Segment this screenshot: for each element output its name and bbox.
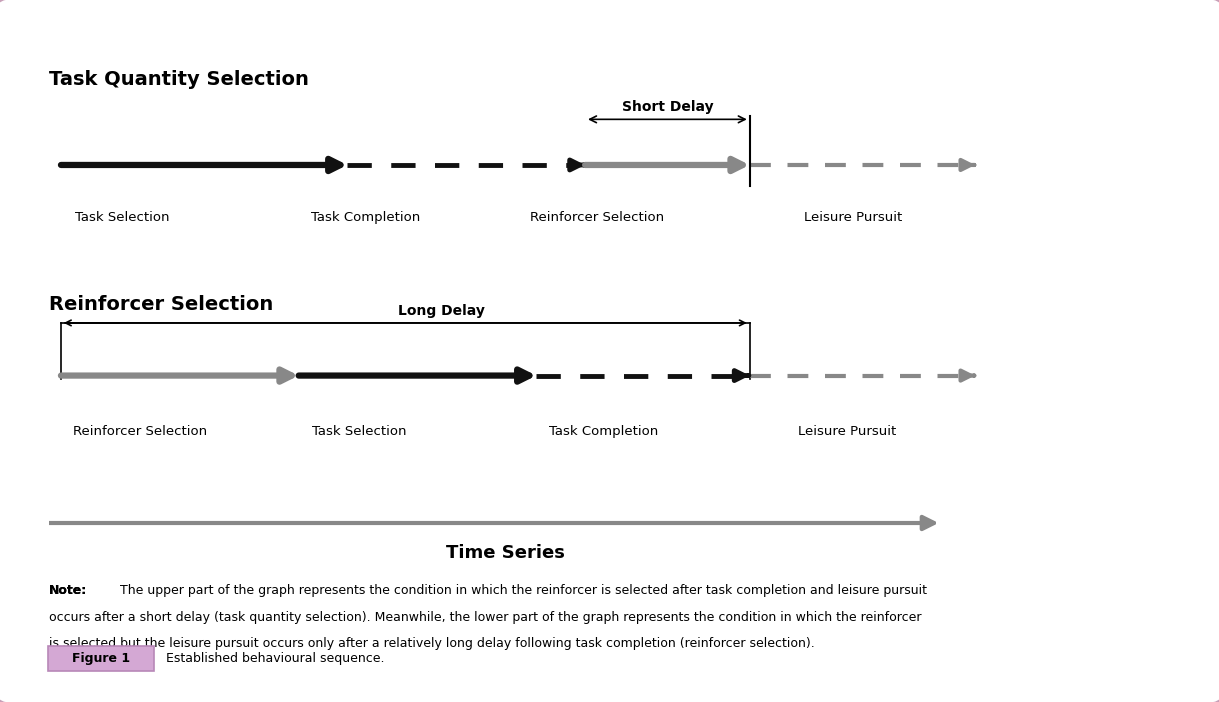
Text: Established behavioural sequence.: Established behavioural sequence. (166, 652, 384, 665)
Text: Leisure Pursuit: Leisure Pursuit (805, 211, 902, 224)
Text: Task Completion: Task Completion (311, 211, 421, 224)
Text: Reinforcer Selection: Reinforcer Selection (49, 295, 273, 314)
Text: Task Quantity Selection: Task Quantity Selection (49, 70, 308, 89)
Text: The upper part of the graph represents the condition in which the reinforcer is : The upper part of the graph represents t… (116, 584, 926, 597)
FancyBboxPatch shape (48, 646, 154, 671)
Text: Note:: Note: (49, 584, 87, 597)
Text: Figure 1: Figure 1 (72, 652, 129, 665)
Text: Reinforcer Selection: Reinforcer Selection (530, 211, 664, 224)
Text: Long Delay: Long Delay (399, 304, 485, 318)
Text: Short Delay: Short Delay (622, 100, 713, 114)
Text: Time Series: Time Series (446, 544, 566, 562)
Text: Reinforcer Selection: Reinforcer Selection (73, 425, 207, 438)
Text: occurs after a short delay (task quantity selection). Meanwhile, the lower part : occurs after a short delay (task quantit… (49, 611, 922, 624)
Text: is selected but the leisure pursuit occurs only after a relatively long delay fo: is selected but the leisure pursuit occu… (49, 637, 814, 651)
Text: Task Selection: Task Selection (74, 211, 169, 224)
Text: Note:: Note: (49, 584, 87, 597)
Text: Task Completion: Task Completion (549, 425, 658, 438)
Text: Leisure Pursuit: Leisure Pursuit (798, 425, 896, 438)
Text: Task Selection: Task Selection (312, 425, 407, 438)
